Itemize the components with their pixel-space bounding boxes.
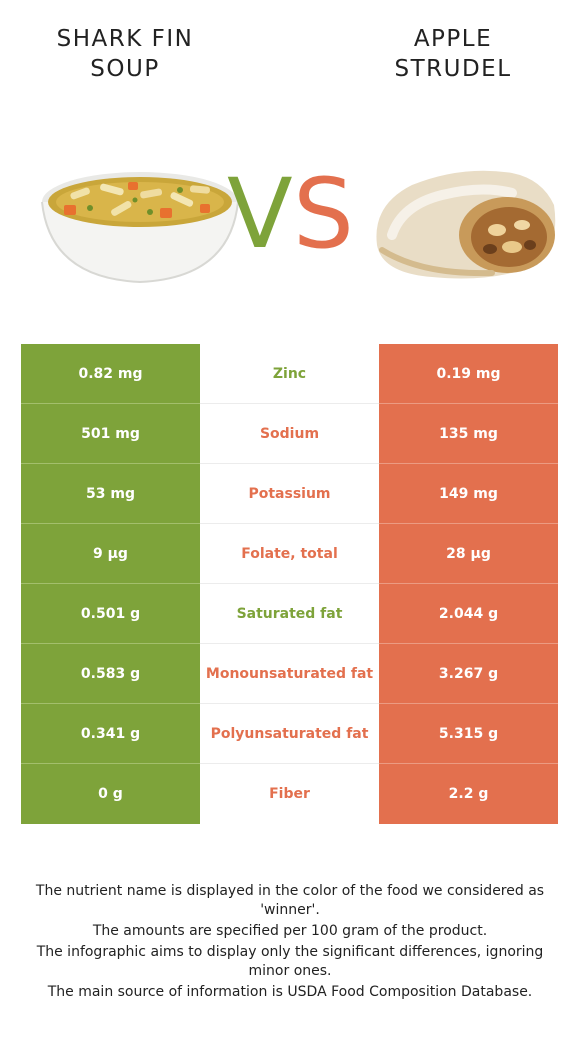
right-value: 5.315 g xyxy=(379,704,558,764)
vs-v-letter: V xyxy=(227,158,293,255)
footnote: The main source of information is USDA F… xyxy=(47,984,533,1000)
footnote: The amounts are specified per 100 gram o… xyxy=(92,923,488,939)
nutrient-name: Saturated fat xyxy=(200,584,379,644)
nutrient-name: Polyunsaturated fat xyxy=(200,704,379,764)
table-row: 501 mg Sodium 135 mg xyxy=(21,404,558,464)
left-value: 501 mg xyxy=(21,404,200,464)
table-row: 0.341 g Polyunsaturated fat 5.315 g xyxy=(21,704,558,764)
table-row: 9 µg Folate, total 28 µg xyxy=(21,524,558,584)
right-value: 2.044 g xyxy=(379,584,558,644)
right-value: 3.267 g xyxy=(379,644,558,704)
footnote: The nutrient name is displayed in the co… xyxy=(35,883,545,918)
footnote: The infographic aims to display only the… xyxy=(36,944,544,979)
strudel-image xyxy=(376,170,556,279)
table-row: 0.82 mg Zinc 0.19 mg xyxy=(21,344,558,404)
left-value: 0.82 mg xyxy=(21,344,200,404)
nutrient-name: Potassium xyxy=(200,464,379,524)
left-value: 0.341 g xyxy=(21,704,200,764)
right-value: 28 µg xyxy=(379,524,558,584)
table-row: 0.583 g Monounsaturated fat 3.267 g xyxy=(21,644,558,704)
left-value: 0.583 g xyxy=(21,644,200,704)
right-value: 2.2 g xyxy=(379,764,558,824)
table-row: 0 g Fiber 2.2 g xyxy=(21,764,558,824)
nutrient-name: Monounsaturated fat xyxy=(200,644,379,704)
left-food-title: SHARK FIN SOUP xyxy=(25,24,225,84)
left-food-title-line2: SOUP xyxy=(90,56,160,82)
vs-s-letter: S xyxy=(293,158,354,255)
food-images: V S xyxy=(0,145,580,295)
right-food-title: APPLE STRUDEL xyxy=(353,24,553,84)
left-value: 9 µg xyxy=(21,524,200,584)
nutrient-name: Sodium xyxy=(200,404,379,464)
right-value: 135 mg xyxy=(379,404,558,464)
left-value: 0.501 g xyxy=(21,584,200,644)
nutrient-name: Folate, total xyxy=(200,524,379,584)
left-value: 0 g xyxy=(21,764,200,824)
vs-mark: V S xyxy=(227,158,354,255)
table-row: 0.501 g Saturated fat 2.044 g xyxy=(21,584,558,644)
left-value: 53 mg xyxy=(21,464,200,524)
right-value: 149 mg xyxy=(379,464,558,524)
right-value: 0.19 mg xyxy=(379,344,558,404)
right-food-title-line2: STRUDEL xyxy=(394,56,512,82)
comparison-table: 0.82 mg Zinc 0.19 mg 501 mg Sodium 135 m… xyxy=(21,344,558,824)
nutrient-name: Fiber xyxy=(200,764,379,824)
table-row: 53 mg Potassium 149 mg xyxy=(21,464,558,524)
soup-bowl-image xyxy=(41,172,239,284)
footnotes: The nutrient name is displayed in the co… xyxy=(20,882,560,1004)
nutrient-name: Zinc xyxy=(200,344,379,404)
left-food-title-line1: SHARK FIN xyxy=(56,26,194,52)
right-food-title-line1: APPLE xyxy=(413,26,493,52)
